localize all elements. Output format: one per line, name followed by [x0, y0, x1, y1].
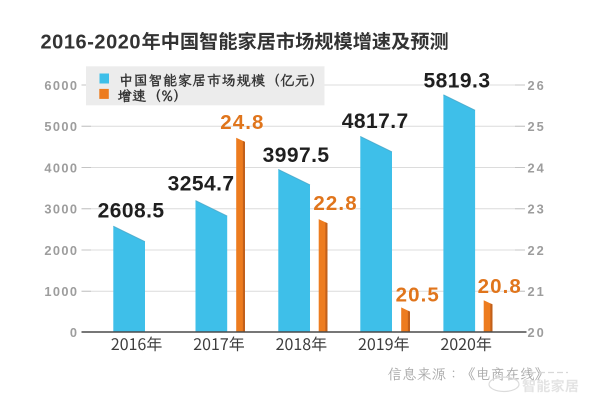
svg-text:26: 26: [528, 78, 544, 93]
svg-text:0: 0: [70, 325, 77, 340]
svg-text:4000: 4000: [44, 160, 77, 175]
svg-text:3254.7: 3254.7: [168, 173, 235, 196]
svg-text:25: 25: [528, 119, 544, 134]
svg-text:21: 21: [528, 284, 544, 299]
svg-text:20: 20: [528, 325, 544, 340]
svg-text:3000: 3000: [44, 202, 77, 217]
svg-text:23: 23: [528, 202, 544, 217]
svg-text:20.8: 20.8: [478, 275, 522, 298]
svg-text:4817.7: 4817.7: [342, 110, 409, 133]
svg-text:1000: 1000: [44, 284, 77, 299]
svg-text:6000: 6000: [44, 78, 77, 93]
svg-text:2000: 2000: [44, 243, 77, 258]
svg-text:2016-2020: 2016-2020: [41, 32, 142, 54]
svg-text:22: 22: [528, 243, 544, 258]
svg-text:2608.5: 2608.5: [98, 200, 165, 223]
svg-text:3997.5: 3997.5: [263, 144, 330, 167]
svg-text:5819.3: 5819.3: [424, 70, 491, 93]
svg-text:20.5: 20.5: [396, 283, 440, 306]
svg-text:5000: 5000: [44, 119, 77, 134]
svg-text:24.8: 24.8: [220, 111, 264, 134]
svg-text:24: 24: [528, 160, 545, 175]
svg-text:22.8: 22.8: [313, 192, 357, 215]
